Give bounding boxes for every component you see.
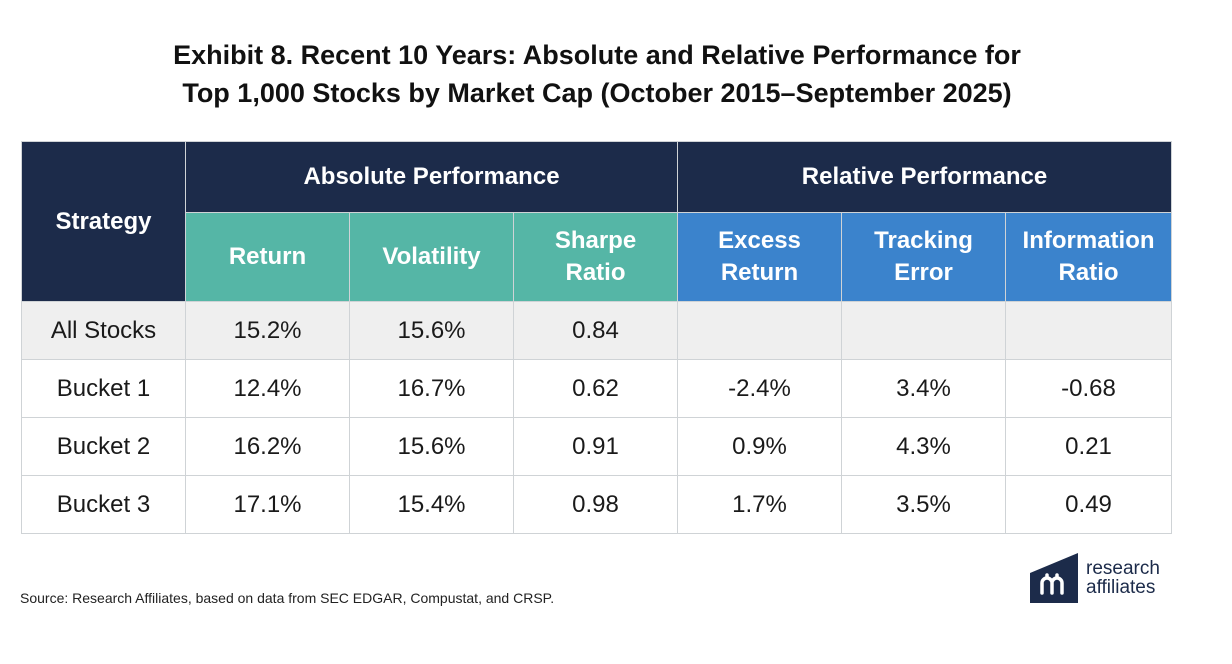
sharpe-ratio-header: Sharpe Ratio: [512, 212, 679, 302]
volatility-cell: 16.7%: [349, 359, 514, 418]
tracking-header-line1: Tracking: [874, 227, 973, 254]
excess-header-line2: Return: [720, 259, 799, 286]
sharpe-cell: 0.91: [512, 417, 679, 476]
excess-return-cell: 1.7%: [677, 475, 843, 534]
sharpe-header-line1: Sharpe: [554, 227, 637, 254]
strategy-header: Strategy: [21, 141, 186, 302]
tracking-header-line2: Error: [894, 259, 953, 286]
performance-table: Strategy Absolute Performance Relative P…: [21, 141, 1173, 534]
tracking-error-cell: 3.4%: [841, 359, 1007, 418]
volatility-cell: 15.6%: [349, 301, 514, 360]
excess-return-cell: 0.9%: [677, 417, 843, 476]
info-header-line1: Information: [1022, 227, 1155, 254]
column-header-row: Return Volatility Sharpe Ratio Excess Re…: [22, 212, 1173, 302]
volatility-header: Volatility: [349, 212, 514, 302]
relative-performance-header: Relative Performance: [677, 141, 1173, 213]
table-row: All Stocks 15.2% 15.6% 0.84: [21, 301, 1173, 360]
tracking-error-cell: [841, 301, 1007, 360]
sharpe-header-line2: Ratio: [565, 259, 626, 286]
return-cell: 16.2%: [185, 417, 350, 476]
tracking-error-header: Tracking Error: [841, 212, 1007, 302]
table-row: Bucket 2 16.2% 15.6% 0.91 0.9% 4.3% 0.21: [21, 417, 1173, 476]
information-ratio-header: Information Ratio: [1005, 212, 1173, 302]
excess-return-header: Excess Return: [677, 212, 843, 302]
strategy-cell: Bucket 1: [21, 359, 186, 418]
return-cell: 17.1%: [185, 475, 350, 534]
excess-header-line1: Excess: [718, 227, 801, 254]
return-header: Return: [185, 212, 350, 302]
return-cell: 12.4%: [185, 359, 350, 418]
title-line-2: Top 1,000 Stocks by Market Cap (October …: [182, 78, 1012, 108]
excess-return-cell: [677, 301, 843, 360]
group-header-row: Strategy Absolute Performance Relative P…: [21, 141, 1173, 302]
volatility-cell: 15.4%: [349, 475, 514, 534]
absolute-performance-header: Absolute Performance: [184, 141, 679, 213]
strategy-cell: Bucket 3: [21, 475, 186, 534]
strategy-cell: Bucket 2: [21, 417, 186, 476]
volatility-cell: 15.6%: [349, 417, 514, 476]
table-row: Bucket 1 12.4% 16.7% 0.62 -2.4% 3.4% -0.…: [21, 359, 1173, 418]
logo-line1: research: [1086, 558, 1160, 579]
sharpe-cell: 0.62: [512, 359, 679, 418]
logo-wordmark: research affiliates: [1086, 559, 1160, 597]
exhibit-title: Exhibit 8. Recent 10 Years: Absolute and…: [0, 36, 1194, 112]
information-ratio-cell: 0.49: [1005, 475, 1173, 534]
table-row: Bucket 3 17.1% 15.4% 0.98 1.7% 3.5% 0.49: [21, 475, 1173, 534]
return-cell: 15.2%: [185, 301, 350, 360]
information-ratio-cell: [1005, 301, 1173, 360]
sharpe-cell: 0.84: [512, 301, 679, 360]
information-ratio-cell: 0.21: [1005, 417, 1173, 476]
title-line-1: Exhibit 8. Recent 10 Years: Absolute and…: [173, 40, 1021, 70]
research-affiliates-logo: research affiliates: [1030, 553, 1160, 603]
excess-return-cell: -2.4%: [677, 359, 843, 418]
tracking-error-cell: 4.3%: [841, 417, 1007, 476]
information-ratio-cell: -0.68: [1005, 359, 1173, 418]
research-affiliates-logo-icon: [1030, 553, 1078, 603]
tracking-error-cell: 3.5%: [841, 475, 1007, 534]
logo-line2: affiliates: [1086, 577, 1156, 598]
source-note: Source: Research Affiliates, based on da…: [20, 590, 555, 606]
strategy-cell: All Stocks: [21, 301, 186, 360]
sharpe-cell: 0.98: [512, 475, 679, 534]
info-header-line2: Ratio: [1058, 259, 1119, 286]
